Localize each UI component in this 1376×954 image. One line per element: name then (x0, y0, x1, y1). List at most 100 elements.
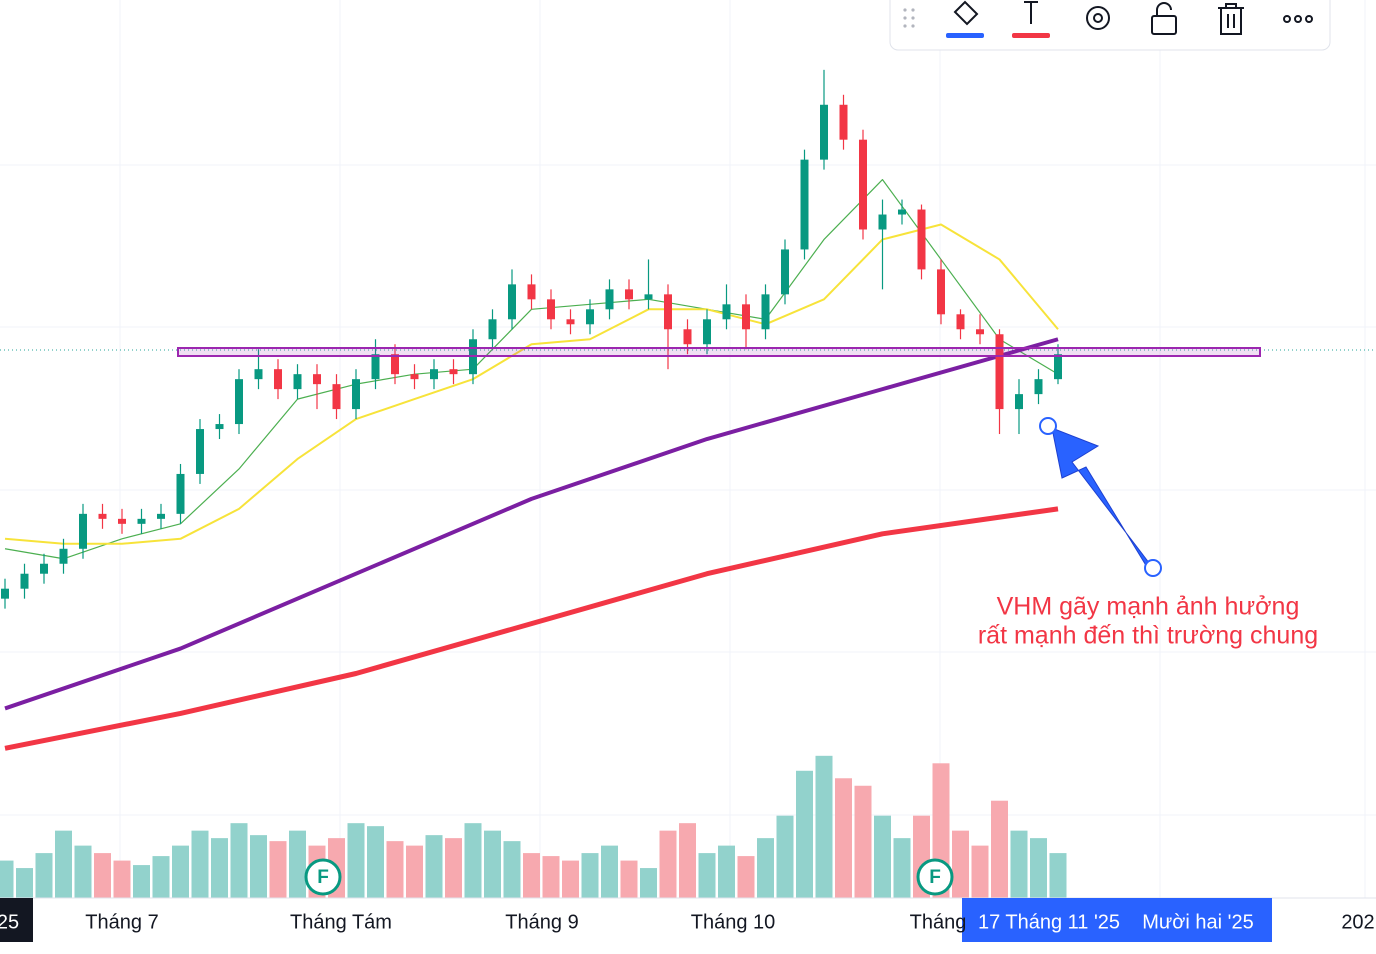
candle-body (898, 209, 906, 215)
time-label: 17 Tháng 11 '25 (978, 911, 1120, 933)
volume-bar (796, 770, 813, 898)
time-label: Tháng 9 (505, 911, 578, 933)
volume-bar (133, 865, 150, 898)
candle-body (254, 369, 263, 380)
candle-body (449, 369, 458, 375)
volume-bar (250, 835, 267, 898)
volume-bar (347, 823, 365, 898)
volume-bar (542, 856, 560, 898)
time-label: Mười hai '25 (1142, 911, 1253, 933)
volume-bar (659, 830, 677, 898)
candle-body (956, 314, 965, 330)
volume-bar (679, 823, 696, 898)
moving-averages (4, 179, 1059, 751)
time-labels: 25 Tháng 7 Tháng Tám Tháng 9 Tháng 10 Tháng 17… (0, 911, 1375, 933)
volume-bar (737, 856, 755, 898)
candle-body (137, 518, 146, 524)
volume-bar (74, 845, 92, 898)
candle-body (371, 354, 380, 380)
volume-bar (1030, 838, 1047, 898)
candles (1, 69, 1062, 609)
volume-bar (503, 841, 521, 898)
candle-body (274, 369, 282, 390)
candle-body (586, 309, 594, 325)
volume-pane (0, 755, 1067, 898)
volume-bar (55, 830, 72, 898)
annotation-text: VHM gãy mạnh ảnh hưởng (997, 593, 1300, 621)
volume-bar (191, 830, 209, 898)
candle-body (508, 284, 516, 320)
time-axis (0, 897, 1376, 949)
candle-body (98, 513, 107, 519)
candle-body (1, 588, 9, 599)
volume-bar (523, 853, 540, 898)
volume-bar (289, 830, 306, 898)
candle-body (157, 513, 165, 519)
toolbar[interactable] (889, 0, 1331, 51)
volume-bar (640, 868, 657, 898)
volume-bar (776, 815, 794, 898)
candle-body (566, 319, 575, 325)
volume-bar (484, 830, 501, 898)
volume-bar (386, 841, 404, 898)
candle-body (703, 319, 711, 345)
moving-average (4, 337, 1059, 711)
volume-bar (562, 860, 579, 898)
time-label: 202 (1341, 911, 1374, 933)
candle-body (313, 374, 321, 385)
time-label: Tháng Tám (290, 911, 392, 933)
candle-body (547, 299, 555, 320)
candle-body (527, 284, 536, 300)
candle-body (118, 518, 126, 524)
volume-bar (445, 838, 462, 898)
volume-bar (893, 838, 911, 898)
volume-bar (172, 845, 189, 898)
volume-bar (269, 841, 287, 898)
candle-body (352, 379, 360, 410)
volume-bar (211, 838, 228, 898)
candle-body (683, 329, 692, 345)
volume-bar (425, 835, 443, 898)
time-label: 25 (0, 911, 19, 933)
candle-body (625, 289, 633, 300)
arrow[interactable] (1039, 417, 1162, 577)
volume-bar (406, 845, 423, 898)
volume-bar (367, 826, 384, 898)
candle-body (488, 319, 497, 340)
candle-body (196, 429, 204, 474)
event-marker[interactable] (916, 858, 954, 896)
candle-body (1034, 379, 1043, 395)
candle-body (995, 334, 1004, 410)
volume-bar (620, 860, 638, 898)
time-label: Tháng (910, 911, 967, 933)
volume-bar (854, 785, 872, 898)
volume-bar (1010, 830, 1028, 898)
volume-bar (757, 838, 774, 898)
candle-body (430, 369, 438, 380)
moving-average (4, 179, 1059, 560)
candle-body (722, 304, 731, 320)
volume-bar (464, 823, 482, 898)
volume-bar (1049, 853, 1067, 898)
event-marker[interactable] (304, 858, 342, 896)
volume-bar (16, 868, 33, 898)
candle-body (644, 294, 653, 300)
candle-body (742, 304, 750, 330)
candle-body (605, 289, 614, 310)
volume-bar (971, 845, 989, 898)
candle-body (410, 374, 419, 380)
candle-body (800, 159, 809, 250)
annotation-text: rất mạnh đến thì trường chung (978, 622, 1318, 650)
candle-body (878, 214, 887, 230)
candle-body (235, 379, 243, 425)
candle-body (1054, 354, 1062, 380)
moving-average (4, 506, 1059, 751)
candle-body (79, 513, 87, 549)
time-label: Tháng 7 (85, 911, 158, 933)
range-box[interactable] (177, 347, 1261, 357)
candle-body (839, 104, 848, 140)
candle-body (761, 294, 770, 330)
candle-body (820, 104, 828, 160)
volume-bar (718, 845, 735, 898)
